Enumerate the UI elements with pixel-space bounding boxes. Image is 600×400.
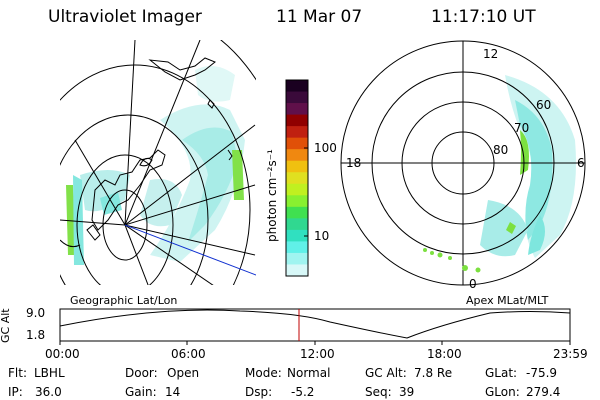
colorbar-segment bbox=[286, 264, 308, 277]
x-tick-0600: 06:00 bbox=[171, 347, 206, 361]
ground-track-line bbox=[124, 224, 256, 276]
coastlines bbox=[60, 57, 233, 248]
x-tick-0000: 00:00 bbox=[45, 347, 80, 361]
polar-map bbox=[340, 40, 586, 286]
colorbar-segment bbox=[286, 80, 308, 93]
altitude-curve bbox=[59, 309, 571, 339]
colorbar bbox=[285, 79, 309, 277]
aurora-emission-right bbox=[480, 75, 576, 258]
gain-value: 14 bbox=[165, 385, 181, 399]
colorbar-unit-label: photon cm⁻²s⁻¹ bbox=[265, 149, 279, 242]
colorbar-segment bbox=[286, 160, 308, 173]
dsp-label: Dsp: bbox=[245, 385, 273, 399]
colorbar-segment bbox=[286, 218, 308, 231]
colorbar-segment bbox=[286, 229, 308, 243]
colorbar-segment bbox=[286, 252, 308, 266]
ip-value: 36.0 bbox=[35, 385, 62, 399]
aurora-emission-left bbox=[66, 66, 245, 265]
ip-label: IP: bbox=[8, 385, 23, 399]
flt-value: LBHL bbox=[34, 366, 65, 380]
mlt-label-6: 6 bbox=[577, 156, 585, 170]
mlat-label-80: 80 bbox=[493, 143, 509, 157]
polar-edge-dots bbox=[423, 248, 481, 273]
date-label: 11 Mar 07 bbox=[276, 7, 363, 27]
altitude-ytick-1-8: 1.8 bbox=[26, 328, 46, 342]
x-tick-2359: 23:59 bbox=[553, 347, 588, 361]
door-label: Door: bbox=[125, 366, 158, 380]
glon-value: 279.4 bbox=[526, 385, 561, 399]
altitude-ylabel: GC Alt bbox=[0, 308, 12, 343]
door-value: Open bbox=[167, 366, 200, 380]
seq-label: Seq: bbox=[365, 385, 392, 399]
altitude-ytick-9: 9.0 bbox=[26, 306, 46, 320]
gcalt-value: 7.8 Re bbox=[414, 366, 453, 380]
colorbar-segment bbox=[286, 103, 308, 116]
latitude-circles bbox=[60, 40, 256, 285]
polar-grid bbox=[340, 40, 586, 286]
time-label: 11:17:10 UT bbox=[431, 7, 536, 27]
altitude-plot bbox=[59, 308, 571, 345]
colorbar-segment bbox=[286, 91, 308, 104]
colorbar-segment bbox=[286, 137, 308, 150]
mlat-label-70: 70 bbox=[514, 121, 530, 135]
glon-label: GLon: bbox=[485, 385, 520, 399]
right-panel-caption: Apex MLat/MLT bbox=[466, 294, 549, 307]
colorbar-tick-100: 100 bbox=[314, 141, 337, 155]
glat-value: -75.9 bbox=[526, 366, 558, 380]
mlt-label-18: 18 bbox=[346, 156, 362, 170]
mode-value: Normal bbox=[287, 366, 331, 380]
x-tick-1200: 12:00 bbox=[300, 347, 335, 361]
seq-value: 39 bbox=[399, 385, 415, 399]
colorbar-segment bbox=[286, 126, 308, 139]
colorbar-segment bbox=[286, 172, 308, 185]
flt-label: Flt: bbox=[8, 366, 27, 380]
colorbar-tick-10: 10 bbox=[314, 229, 330, 243]
gcalt-label: GC Alt: bbox=[365, 366, 407, 380]
mlt-label-12: 12 bbox=[483, 47, 499, 61]
x-tick-1800: 18:00 bbox=[427, 347, 462, 361]
mlat-label-60: 60 bbox=[536, 98, 552, 112]
colorbar-segment bbox=[286, 183, 308, 196]
mlt-label-0: 0 bbox=[469, 277, 477, 291]
geographic-map bbox=[60, 40, 256, 285]
mode-label: Mode: bbox=[245, 366, 282, 380]
colorbar-segment bbox=[286, 241, 308, 254]
instrument-title: Ultraviolet Imager bbox=[48, 7, 202, 27]
gain-label: Gain: bbox=[125, 385, 157, 399]
colorbar-frame bbox=[285, 79, 309, 277]
left-panel-caption: Geographic Lat/Lon bbox=[70, 294, 178, 307]
glat-label: GLat: bbox=[485, 366, 518, 380]
colorbar-segment bbox=[286, 195, 308, 208]
colorbar-segment bbox=[286, 114, 308, 127]
colorbar-segment bbox=[286, 206, 308, 219]
colorbar-segment bbox=[286, 149, 308, 162]
meridian-lines bbox=[60, 40, 256, 285]
dsp-value: -5.2 bbox=[291, 385, 315, 399]
